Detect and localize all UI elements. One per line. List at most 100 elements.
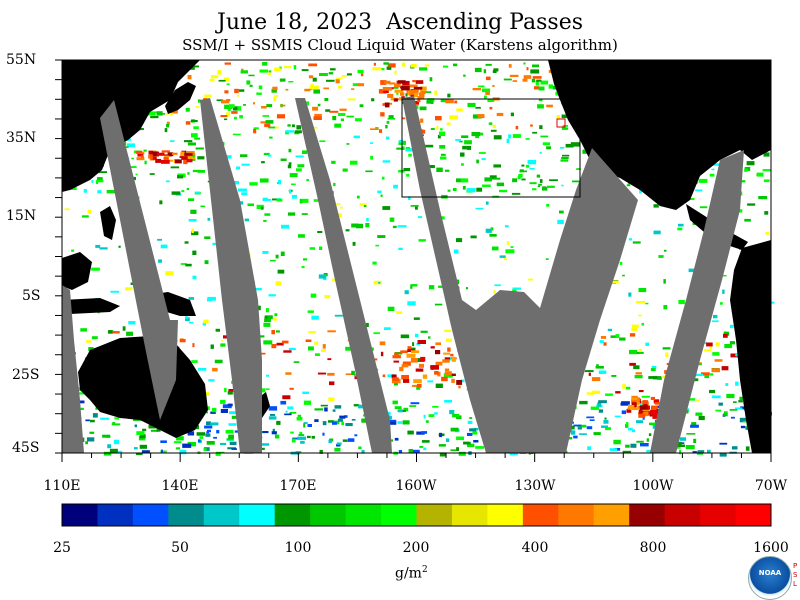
cloud-patch <box>149 173 155 175</box>
cloud-patch <box>226 438 234 441</box>
cloud-patch <box>533 86 540 90</box>
cloud-patch <box>740 180 746 183</box>
cloud-patch <box>95 407 98 410</box>
cloud-patch <box>435 116 442 121</box>
cloud-patch <box>209 78 215 82</box>
cloud-patch-intense <box>152 156 157 160</box>
cloud-patch <box>636 301 645 304</box>
cloud-patch <box>134 447 138 450</box>
cloud-patch <box>276 420 281 425</box>
cloud-patch <box>713 314 718 319</box>
cloud-patch <box>493 68 499 72</box>
cloud-patch <box>259 352 266 355</box>
cloud-patch <box>82 437 85 442</box>
cloud-patch <box>461 163 464 166</box>
cloud-patch <box>114 417 119 420</box>
cloud-patch <box>640 443 649 447</box>
cloud-patch <box>512 289 517 293</box>
cloud-patch <box>426 100 434 104</box>
cloud-patch <box>143 436 146 441</box>
cloud-patch <box>224 62 231 65</box>
cloud-patch <box>198 439 201 442</box>
cloud-patch <box>542 142 550 146</box>
cloud-patch <box>740 425 746 429</box>
cloud-patch <box>598 409 604 413</box>
colorbar-swatch <box>700 504 737 526</box>
cloud-patch-intense <box>392 377 399 381</box>
cloud-patch <box>713 163 720 166</box>
cloud-patch <box>619 261 623 265</box>
cloud-patch <box>394 437 399 441</box>
cloud-patch <box>90 419 95 423</box>
cloud-patch <box>112 331 120 334</box>
cloud-patch <box>134 424 137 428</box>
cloud-patch <box>485 228 492 233</box>
cloud-patch <box>238 89 245 92</box>
cloud-patch <box>596 364 599 368</box>
cloud-patch <box>332 278 337 281</box>
cloud-patch-intense <box>441 376 448 382</box>
cloud-patch <box>377 235 386 238</box>
cloud-patch <box>100 417 109 420</box>
cloud-patch <box>345 229 350 232</box>
cloud-patch <box>96 179 104 183</box>
cloud-patch <box>387 118 395 120</box>
cloud-patch <box>622 274 625 277</box>
cloud-patch-intense <box>413 100 419 105</box>
cloud-patch <box>203 319 209 324</box>
cloud-patch <box>202 322 206 326</box>
cloud-patch <box>538 183 542 186</box>
cloud-patch <box>126 331 133 336</box>
cloud-patch <box>268 416 277 420</box>
cloud-patch <box>268 406 278 411</box>
colorbar-label-800: 800 <box>639 540 667 556</box>
cloud-patch <box>387 421 397 425</box>
cloud-patch <box>385 125 388 129</box>
cloud-patch-intense <box>409 89 419 93</box>
cloud-patch <box>603 420 609 424</box>
cloud-patch <box>440 156 447 160</box>
cloud-patch <box>260 206 264 210</box>
cloud-patch <box>744 218 751 222</box>
cloud-patch <box>344 415 348 418</box>
cloud-patch <box>287 124 291 127</box>
cloud-patch <box>301 69 309 72</box>
cloud-patch <box>275 281 282 286</box>
colorbar <box>62 504 772 526</box>
cloud-patch-intense <box>415 80 424 84</box>
cloud-patch <box>494 284 501 287</box>
cloud-patch <box>459 140 463 143</box>
cloud-patch <box>645 302 649 305</box>
cloud-patch <box>411 384 421 387</box>
cloud-patch <box>307 310 314 313</box>
cloud-patch <box>489 106 493 110</box>
cloud-patch <box>530 124 533 127</box>
cloud-patch <box>136 431 145 436</box>
cloud-patch <box>150 429 158 432</box>
cloud-patch <box>317 103 321 107</box>
cloud-patch <box>408 153 412 157</box>
cloud-patch <box>443 65 449 68</box>
cloud-patch <box>639 189 642 194</box>
cloud-patch <box>662 375 668 379</box>
cloud-patch <box>421 431 428 434</box>
cloud-patch <box>303 258 308 261</box>
cloud-patch <box>538 99 543 102</box>
cloud-patch <box>296 417 303 421</box>
cloud-patch <box>420 330 428 333</box>
cloud-patch-intense <box>449 373 456 376</box>
cloud-patch <box>401 62 406 67</box>
cloud-patch <box>158 259 162 263</box>
cloud-patch <box>382 160 391 163</box>
cloud-patch <box>714 359 723 362</box>
cloud-patch <box>276 330 280 333</box>
cloud-patch <box>434 412 438 415</box>
cloud-patch <box>392 400 398 405</box>
cloud-patch <box>469 417 473 419</box>
cloud-patch <box>229 411 238 415</box>
cloud-patch <box>289 411 297 414</box>
cloud-patch <box>527 159 537 165</box>
cloud-patch <box>106 190 116 194</box>
cloud-patch <box>646 449 655 453</box>
cloud-patch <box>278 179 281 185</box>
